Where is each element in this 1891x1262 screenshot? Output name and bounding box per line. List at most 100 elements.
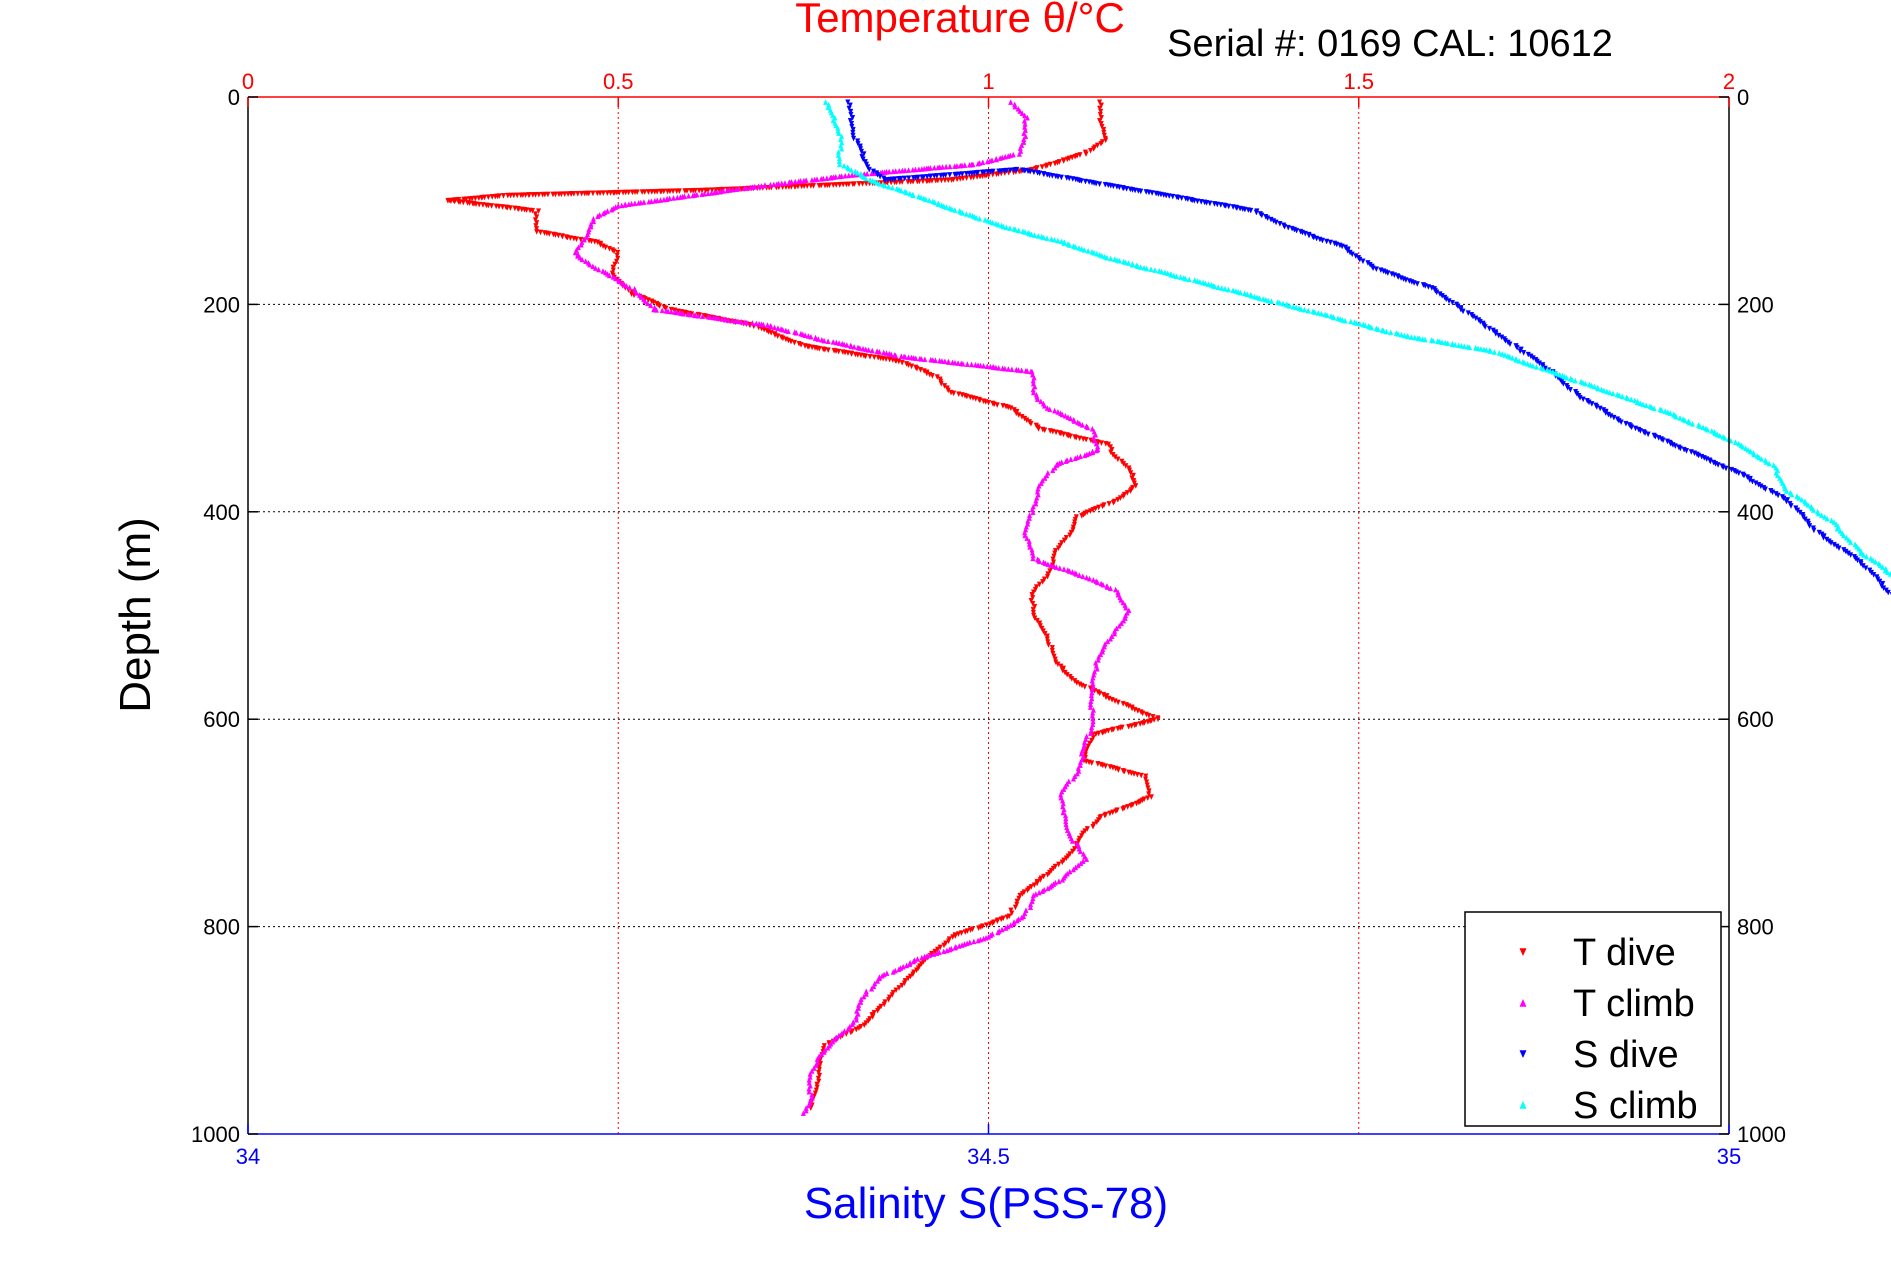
data-point-marker [1089,425,1095,432]
data-point-marker [1683,448,1690,454]
data-point-marker [916,166,922,173]
data-point-marker [995,929,1001,936]
data-point-marker [609,206,615,213]
data-point-marker [1098,102,1104,109]
data-point-marker [1085,424,1091,431]
legend-marker [1519,1100,1527,1109]
data-point-marker [890,168,896,175]
data-point-marker [722,316,729,323]
data-point-marker [1099,123,1105,130]
data-point-marker [780,326,786,333]
data-point-marker [847,102,853,109]
data-point-marker [1067,868,1073,875]
data-point-marker [604,190,610,196]
data-point-marker [939,358,945,364]
data-point-marker [808,333,814,340]
data-point-marker [633,290,640,296]
data-point-marker [931,164,937,171]
data-point-marker [738,318,744,325]
data-point-marker [771,181,777,188]
data-point-marker [1065,414,1071,420]
data-point-marker [869,170,875,177]
data-point-marker [785,328,791,335]
data-point-marker [837,161,843,168]
data-point-marker [760,321,766,328]
data-point-marker [1625,395,1631,402]
data-point-marker [813,1062,819,1068]
data-point-marker [1093,447,1099,454]
data-point-marker [1736,440,1742,447]
data-point-marker [1715,462,1721,468]
data-point-marker [1168,271,1174,278]
data-point-marker [814,1081,820,1088]
data-point-marker [1854,543,1860,550]
legend-label: T climb [1573,983,1695,1025]
data-point-marker [1002,153,1008,160]
data-point-marker [1115,725,1121,732]
data-point-marker [1098,440,1105,447]
data-point-marker [1634,399,1641,406]
data-point-marker [595,213,601,219]
data-point-marker [941,942,947,949]
data-point-marker [1312,309,1318,315]
data-point-marker [1207,200,1213,207]
data-point-marker [1044,235,1050,241]
data-point-marker [907,961,913,967]
data-point-marker [1369,324,1375,331]
data-point-marker [1572,377,1578,384]
data-point-marker [1554,370,1560,377]
data-point-marker [1465,310,1471,317]
data-point-marker [1045,642,1052,648]
data-point-marker [1564,374,1570,381]
data-point-marker [1540,365,1546,372]
data-point-marker [1045,885,1051,892]
data-point-marker [1822,513,1828,520]
data-point-marker [812,335,818,342]
data-point-marker [981,362,987,369]
data-point-marker [1023,133,1029,139]
data-point-marker [967,161,973,168]
data-point-marker [1173,273,1180,280]
data-point-marker [1544,366,1551,373]
temperature-axis-title: Temperature θ/°C [795,0,1125,41]
data-point-marker [1807,523,1813,529]
data-point-marker [853,1026,859,1033]
data-point-marker [1149,190,1155,196]
data-point-marker [1017,108,1023,114]
data-point-marker [1150,714,1156,720]
data-point-marker [914,956,921,962]
data-series [445,99,1891,1116]
data-point-marker [480,202,486,208]
depth-tick-label-right: 400 [1737,500,1774,525]
data-point-marker [1829,517,1835,524]
data-point-marker [947,163,953,170]
data-point-marker [1113,586,1119,593]
data-point-marker [1743,445,1749,452]
salinity-tick-label: 34 [236,1144,260,1169]
data-point-marker [1014,917,1020,924]
data-point-marker [725,317,731,323]
data-point-marker [1398,331,1405,338]
data-point-marker [896,167,902,174]
data-point-marker [1887,571,1891,577]
data-point-marker [1259,212,1265,219]
data-point-marker [1256,295,1263,301]
data-point-marker [1783,488,1790,494]
data-point-marker [1632,397,1638,404]
data-point-marker [1287,302,1293,309]
data-point-marker [1012,226,1019,233]
data-point-marker [1027,168,1033,175]
data-point-marker [1248,292,1255,299]
data-point-marker [952,944,958,951]
data-point-marker [1204,200,1210,206]
data-point-marker [851,343,857,350]
data-point-marker [915,174,921,181]
data-point-marker [674,194,680,201]
data-point-marker [579,190,585,197]
data-point-marker [705,190,711,197]
data-point-marker [1094,665,1100,672]
data-point-marker [1078,750,1084,757]
data-point-marker [1491,349,1497,355]
data-point-marker [1530,362,1536,369]
data-point-marker [1434,289,1440,296]
